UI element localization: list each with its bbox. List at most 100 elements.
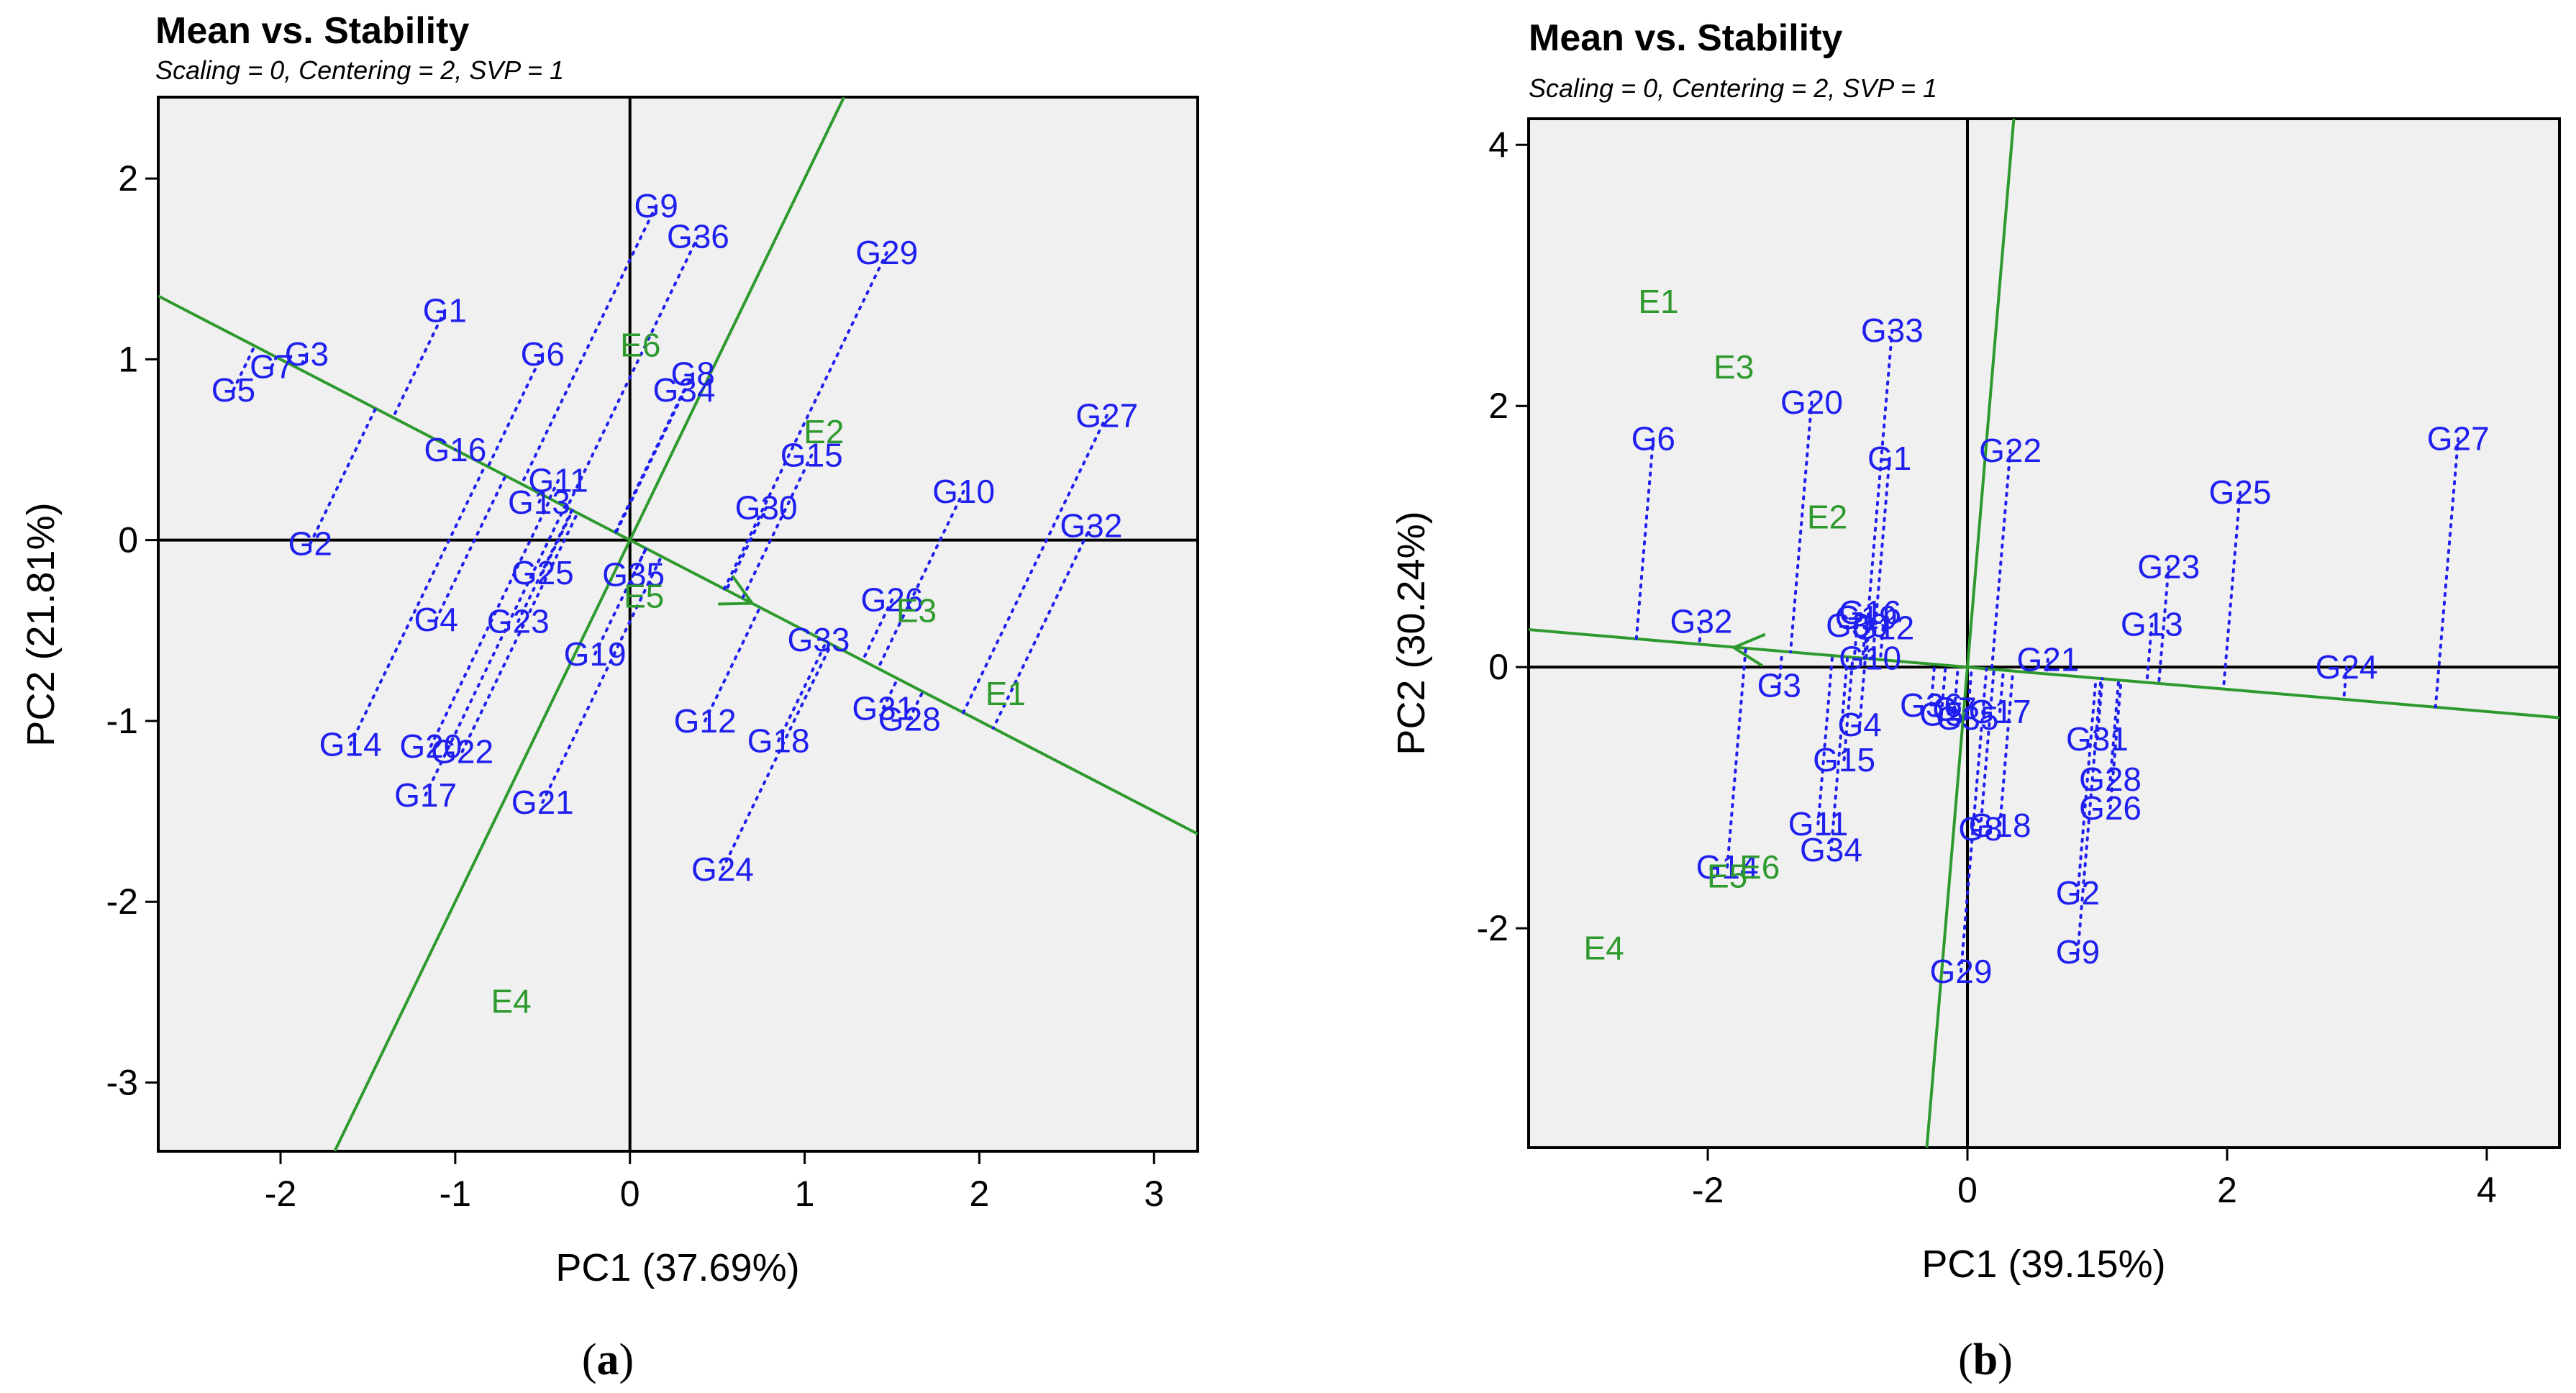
genotype-label-g10: G10 bbox=[1839, 639, 1901, 676]
projection-line-g31 bbox=[2095, 677, 2104, 740]
genotype-label-g33: G33 bbox=[1861, 312, 1924, 349]
genotype-label-g5: G5 bbox=[211, 371, 255, 409]
y-tick-label: 4 bbox=[1488, 124, 1508, 165]
projection-line-g28 bbox=[2108, 679, 2121, 781]
genotype-label-g3: G3 bbox=[1757, 667, 1801, 704]
projection-line-g3 bbox=[1778, 650, 1784, 687]
genotype-label-g21: G21 bbox=[511, 784, 574, 821]
y-tick-label: 0 bbox=[118, 520, 138, 561]
genotype-label-g30: G30 bbox=[1826, 607, 1888, 644]
genotype-label-g25: G25 bbox=[2209, 473, 2272, 511]
genotype-label-g23: G23 bbox=[2137, 548, 2200, 585]
genotype-label-g15: G15 bbox=[1813, 741, 1875, 779]
projection-line-g2 bbox=[2076, 676, 2098, 895]
panel-label-a: (a) bbox=[582, 1335, 634, 1384]
genotype-label-g11: G11 bbox=[1788, 805, 1849, 843]
genotype-label-g4: G4 bbox=[1838, 706, 1882, 743]
projection-line-g2 bbox=[309, 407, 378, 545]
genotype-label-g22: G22 bbox=[1979, 432, 2042, 469]
genotype-label-g29: G29 bbox=[1930, 953, 1993, 990]
projection-line-g35 bbox=[1966, 666, 1973, 720]
projection-line-g24 bbox=[721, 643, 833, 871]
genotype-label-g18: G18 bbox=[1969, 807, 2031, 844]
genotype-label-g14: G14 bbox=[319, 726, 382, 763]
x-axis-label-a: PC1 (37.69%) bbox=[555, 1246, 799, 1289]
projection-line-g11 bbox=[1816, 654, 1834, 825]
projection-line-g24 bbox=[2342, 666, 2349, 701]
panel-letter-open-a: ( bbox=[582, 1335, 597, 1384]
projection-line-g4 bbox=[434, 474, 507, 622]
y-tick-label: 2 bbox=[1488, 386, 1508, 426]
panel-label-b: (b) bbox=[1958, 1335, 2013, 1384]
genotype-label-g36: G36 bbox=[667, 217, 729, 255]
genotype-label-g20: G20 bbox=[1780, 384, 1843, 421]
genotype-label-g9: G9 bbox=[634, 187, 678, 224]
projection-line-g17 bbox=[424, 504, 567, 797]
genotype-label-g25: G25 bbox=[511, 554, 574, 591]
projection-line-g17 bbox=[1998, 668, 2005, 713]
x-tick-label: 1 bbox=[795, 1174, 815, 1214]
projection-line-g25 bbox=[2221, 491, 2242, 691]
projection-line-g28 bbox=[908, 690, 924, 721]
projection-line-g32 bbox=[1698, 620, 1703, 646]
projection-line-g15 bbox=[741, 453, 814, 600]
y-tick-label: 2 bbox=[118, 158, 138, 199]
genotype-label-g3: G3 bbox=[285, 335, 329, 373]
genotype-label-g1: G1 bbox=[1867, 440, 1911, 477]
projection-line-g18 bbox=[1998, 669, 2015, 827]
stability-axis bbox=[333, 97, 846, 1151]
projection-line-g13 bbox=[537, 493, 545, 504]
projection-line-g12 bbox=[704, 606, 762, 722]
genotype-label-g7: G7 bbox=[1932, 690, 1976, 727]
projection-line-g11 bbox=[548, 478, 560, 500]
genotype-label-g35: G35 bbox=[1936, 699, 1999, 737]
genotype-label-g28: G28 bbox=[878, 700, 941, 738]
stability-axis bbox=[1925, 119, 2016, 1148]
projection-line-g21 bbox=[2045, 658, 2049, 676]
genotype-label-g26: G26 bbox=[2079, 789, 2142, 827]
plot-content bbox=[158, 97, 1198, 1151]
environment-label-e4: E4 bbox=[491, 982, 531, 1020]
y-axis-label-a: PC2 (21.81%) bbox=[19, 502, 63, 746]
genotype-label-g13: G13 bbox=[2121, 605, 2183, 643]
genotype-label-g19: G19 bbox=[1835, 599, 1898, 636]
genotype-label-g10: G10 bbox=[932, 473, 995, 510]
projection-line-g4 bbox=[1858, 657, 1867, 727]
projection-line-g27 bbox=[2434, 437, 2460, 709]
environment-label-e2: E2 bbox=[1807, 498, 1847, 535]
genotype-label-g29: G29 bbox=[855, 234, 918, 271]
y-tick-label: 1 bbox=[118, 339, 138, 379]
projection-line-g9 bbox=[520, 204, 658, 486]
projection-line-g31 bbox=[881, 677, 899, 710]
environment-label-e2: E2 bbox=[804, 413, 844, 450]
genotype-label-g7: G7 bbox=[250, 348, 293, 385]
projection-line-g1 bbox=[391, 309, 447, 419]
genotype-label-g5: G5 bbox=[1919, 696, 1963, 733]
y-axis-label-b: PC2 (30.24%) bbox=[1390, 511, 1433, 755]
x-axis-label-b: PC1 (39.15%) bbox=[1921, 1243, 2165, 1286]
projection-line-g27 bbox=[962, 414, 1109, 714]
panel-letter-a: a bbox=[597, 1335, 619, 1384]
projection-line-g13 bbox=[2145, 622, 2154, 684]
projection-line-g34 bbox=[1829, 655, 1849, 852]
projection-line-g6 bbox=[486, 352, 545, 468]
y-tick-label: -2 bbox=[106, 881, 138, 922]
genotype-label-g2: G2 bbox=[288, 525, 332, 563]
environment-label-e3: E3 bbox=[896, 592, 937, 630]
projection-line-g15 bbox=[1842, 655, 1854, 762]
plot-content bbox=[1529, 119, 2559, 1148]
environment-label-e6: E6 bbox=[620, 326, 660, 363]
projection-line-g29 bbox=[1959, 667, 1988, 974]
genotype-label-g31: G31 bbox=[2066, 720, 2129, 758]
genotype-label-g18: G18 bbox=[747, 722, 810, 760]
projection-line-g36 bbox=[1929, 663, 1936, 707]
panel-letter-b: b bbox=[1973, 1335, 1998, 1384]
genotype-label-g26: G26 bbox=[861, 581, 924, 619]
x-tick-label: 0 bbox=[620, 1174, 640, 1214]
projection-line-g32 bbox=[991, 524, 1093, 730]
projection-line-g1 bbox=[1871, 456, 1891, 661]
biplot-panel-b: Mean vs. Stability Scaling = 0, Centerin… bbox=[1390, 17, 2561, 1384]
average-environment-axis bbox=[158, 294, 1198, 835]
genotype-label-g32: G32 bbox=[1670, 603, 1733, 640]
